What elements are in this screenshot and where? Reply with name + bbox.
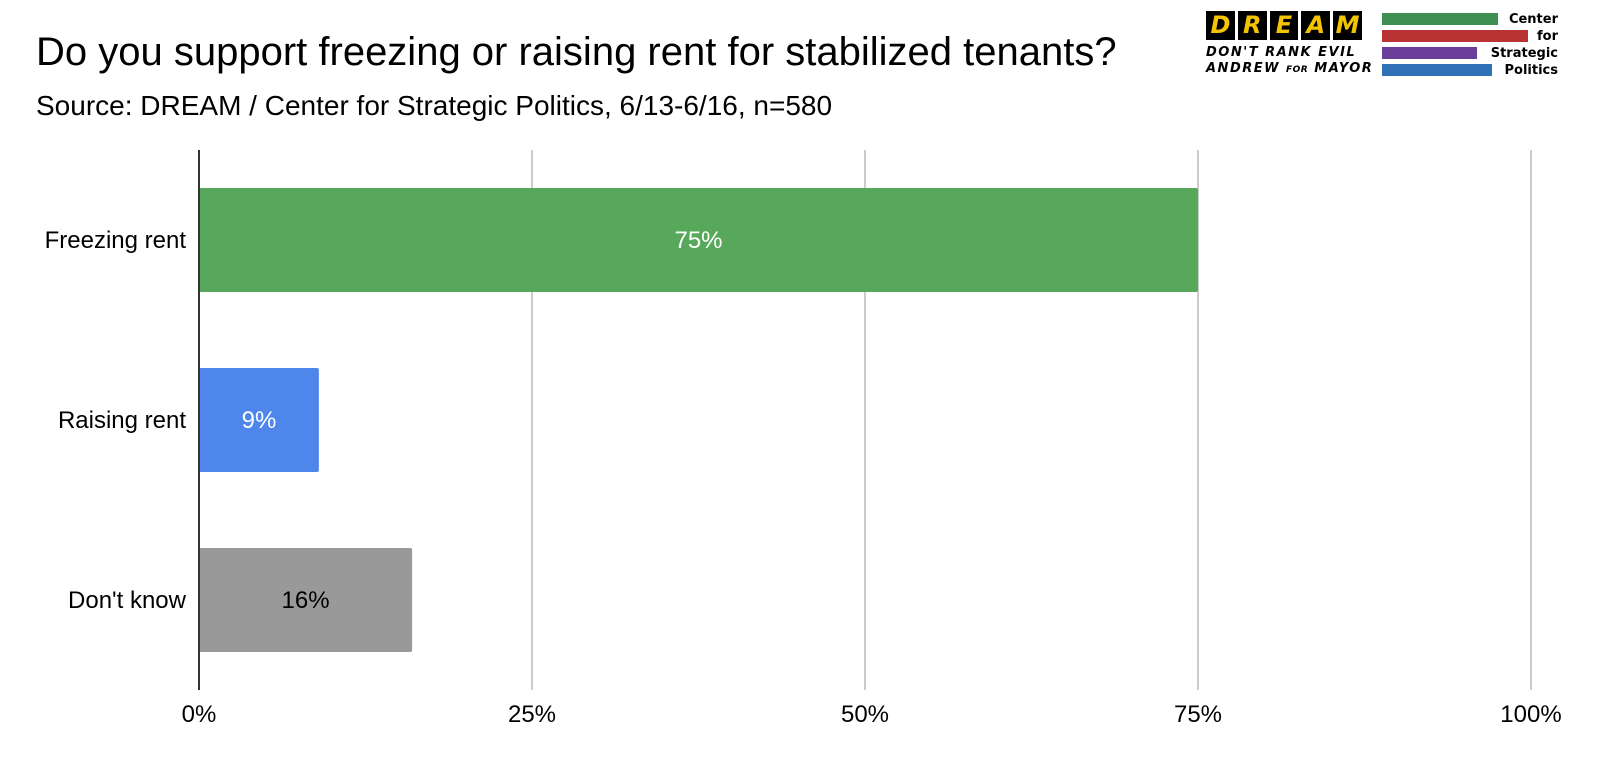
dream-letter: A — [1301, 11, 1331, 40]
bar — [199, 188, 1198, 292]
csp-stripe-blue — [1382, 64, 1492, 76]
csp-word: Strategic — [1490, 46, 1558, 61]
dream-tagline-2: ANDREW FOR MAYOR — [1206, 61, 1372, 78]
dream-tagline-name: ANDREW — [1206, 61, 1286, 76]
chart-title: Do you support freezing or raising rent … — [36, 30, 1117, 74]
csp-stripe-purple — [1382, 47, 1477, 59]
category-label: Raising rent — [58, 407, 186, 434]
bar — [199, 368, 319, 472]
bar-data-label: 16% — [282, 587, 330, 614]
chart-subtitle: Source: DREAM / Center for Strategic Pol… — [36, 90, 833, 121]
dream-tagline-mayor: MAYOR — [1308, 61, 1374, 76]
x-tick-label: 75% — [1174, 701, 1222, 728]
dream-letter: E — [1269, 11, 1299, 40]
dream-letter: D — [1206, 11, 1235, 40]
dream-logo-letters: D R E A M — [1206, 11, 1362, 40]
csp-stripe-green — [1382, 13, 1498, 25]
x-tick-label: 0% — [182, 701, 217, 728]
csp-word: Center — [1508, 12, 1558, 27]
csp-stripe-red — [1382, 30, 1528, 42]
csp-word: for — [1537, 29, 1558, 44]
dream-tagline-for: FOR — [1286, 65, 1309, 75]
category-label: Freezing rent — [45, 227, 187, 254]
csp-word: Politics — [1504, 63, 1559, 78]
dream-logo: D R E A M DON'T RANK EVIL ANDREW FOR MAY… — [1206, 11, 1372, 78]
dream-letter: R — [1237, 11, 1267, 40]
dream-letter: M — [1333, 11, 1362, 40]
x-tick-label: 50% — [841, 701, 889, 728]
bar-data-label: 9% — [242, 407, 277, 434]
category-label: Don't know — [68, 587, 187, 614]
bar-data-label: 75% — [674, 227, 722, 254]
x-tick-label: 25% — [508, 701, 556, 728]
csp-logo: Center for Strategic Politics — [1382, 12, 1558, 82]
x-tick-label: 100% — [1500, 701, 1561, 728]
bar — [199, 548, 413, 652]
dream-tagline: DON'T RANK EVIL — [1206, 45, 1357, 60]
